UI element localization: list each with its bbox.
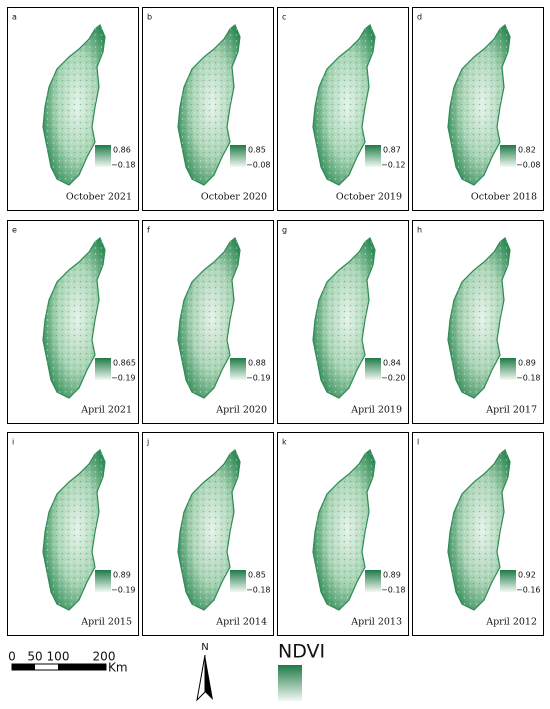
map-panel: k 0.89 −0.18 April 2013 bbox=[277, 432, 409, 636]
panel-letter: c bbox=[282, 13, 286, 22]
island-texture bbox=[43, 238, 105, 398]
island-texture bbox=[178, 25, 240, 185]
legend-ramp bbox=[500, 145, 516, 167]
map-panel: i 0.89 −0.19 April 2015 bbox=[7, 432, 139, 636]
island-texture bbox=[178, 238, 240, 398]
panel-letter: d bbox=[417, 13, 422, 22]
panel-date: April 2014 bbox=[215, 617, 267, 628]
legend-min: −0.19 bbox=[246, 374, 271, 383]
legend-max: 0.84 bbox=[383, 359, 401, 368]
legend-min: −0.16 bbox=[516, 586, 541, 595]
legend-ramp bbox=[230, 570, 246, 592]
panel-date: April 2015 bbox=[80, 617, 132, 628]
legend-max: 0.85 bbox=[248, 571, 266, 580]
panel-date: April 2012 bbox=[485, 617, 537, 628]
legend-max: 0.85 bbox=[248, 146, 266, 155]
legend-max: 0.87 bbox=[383, 146, 401, 155]
panel-letter: a bbox=[12, 13, 17, 22]
scale-label: 50 bbox=[27, 650, 42, 664]
legend-ramp bbox=[365, 570, 381, 592]
map-panel: c 0.87 −0.12 October 2019 bbox=[277, 7, 409, 211]
north-arrow bbox=[196, 654, 213, 702]
island-texture bbox=[448, 450, 510, 610]
map-panel: l 0.92 −0.16 April 2012 bbox=[412, 432, 544, 636]
panel-letter: f bbox=[147, 226, 150, 235]
legend-max: 0.86 bbox=[113, 146, 131, 155]
panel-letter: h bbox=[417, 226, 422, 235]
legend-max: 0.89 bbox=[383, 571, 401, 580]
legend-ramp bbox=[365, 145, 381, 167]
legend-max: 0.865 bbox=[113, 359, 136, 368]
legend-max: 0.82 bbox=[518, 146, 536, 155]
island-texture bbox=[178, 450, 240, 610]
map-panel: h 0.89 −0.18 April 2017 bbox=[412, 220, 544, 424]
legend-min: −0.18 bbox=[516, 374, 541, 383]
legend-ramp bbox=[230, 145, 246, 167]
island-texture bbox=[448, 25, 510, 185]
map-panel: g 0.84 −0.20 April 2019 bbox=[277, 220, 409, 424]
panel-date: October 2021 bbox=[66, 192, 132, 203]
legend-min: −0.18 bbox=[381, 586, 406, 595]
legend-ramp bbox=[95, 570, 111, 592]
island-texture bbox=[448, 238, 510, 398]
panel-letter: b bbox=[147, 13, 152, 22]
panel-letter: g bbox=[282, 226, 287, 235]
scale-unit: Km bbox=[108, 661, 128, 675]
legend-min: −0.08 bbox=[516, 161, 541, 170]
scale-bar bbox=[11, 663, 107, 671]
panel-date: April 2020 bbox=[215, 405, 267, 416]
island-texture bbox=[43, 450, 105, 610]
map-panel: j 0.85 −0.18 April 2014 bbox=[142, 432, 274, 636]
panel-date: October 2018 bbox=[471, 192, 537, 203]
scale-label: 200 bbox=[93, 650, 116, 664]
legend-max: 0.88 bbox=[248, 359, 266, 368]
legend-min: −0.18 bbox=[111, 161, 136, 170]
panel-date: October 2020 bbox=[201, 192, 267, 203]
legend-ramp bbox=[95, 145, 111, 167]
panel-date: April 2013 bbox=[350, 617, 402, 628]
legend-min: −0.12 bbox=[381, 161, 406, 170]
panel-letter: k bbox=[282, 438, 287, 447]
legend-max: 0.92 bbox=[518, 571, 536, 580]
legend-title: NDVI bbox=[278, 641, 325, 663]
legend-min: −0.19 bbox=[111, 374, 136, 383]
panel-letter: e bbox=[12, 226, 17, 235]
legend-max: 0.89 bbox=[518, 359, 536, 368]
panel-date: April 2017 bbox=[485, 405, 537, 416]
legend-min: −0.20 bbox=[381, 374, 406, 383]
legend-min: −0.19 bbox=[111, 586, 136, 595]
legend-ramp bbox=[500, 358, 516, 380]
legend-ramp bbox=[278, 665, 302, 701]
map-panel: d 0.82 −0.08 October 2018 bbox=[412, 7, 544, 211]
map-panel: e 0.865 −0.19 April 2021 bbox=[7, 220, 139, 424]
legend-ramp bbox=[500, 570, 516, 592]
legend-ramp bbox=[95, 358, 111, 380]
island-texture bbox=[43, 25, 105, 185]
panel-date: October 2019 bbox=[336, 192, 402, 203]
legend-ramp bbox=[230, 358, 246, 380]
legend-ramp bbox=[365, 358, 381, 380]
scale-label: 100 bbox=[47, 650, 70, 664]
scale-label: 0 bbox=[8, 650, 16, 664]
panel-letter: j bbox=[146, 438, 149, 447]
legend-min: −0.18 bbox=[246, 586, 271, 595]
map-panel: f 0.88 −0.19 April 2020 bbox=[142, 220, 274, 424]
panel-letter: l bbox=[417, 438, 419, 447]
panel-letter: i bbox=[12, 438, 14, 447]
north-label: N bbox=[201, 642, 208, 653]
island-texture bbox=[313, 25, 375, 185]
legend-min: −0.08 bbox=[246, 161, 271, 170]
panel-date: April 2021 bbox=[80, 405, 132, 416]
panel-date: April 2019 bbox=[350, 405, 402, 416]
legend-max: 0.89 bbox=[113, 571, 131, 580]
island-texture bbox=[313, 238, 375, 398]
map-panel: a 0.86 −0.18 October 2021 bbox=[7, 7, 139, 211]
map-panel: b 0.85 −0.08 October 2020 bbox=[142, 7, 274, 211]
island-texture bbox=[313, 450, 375, 610]
